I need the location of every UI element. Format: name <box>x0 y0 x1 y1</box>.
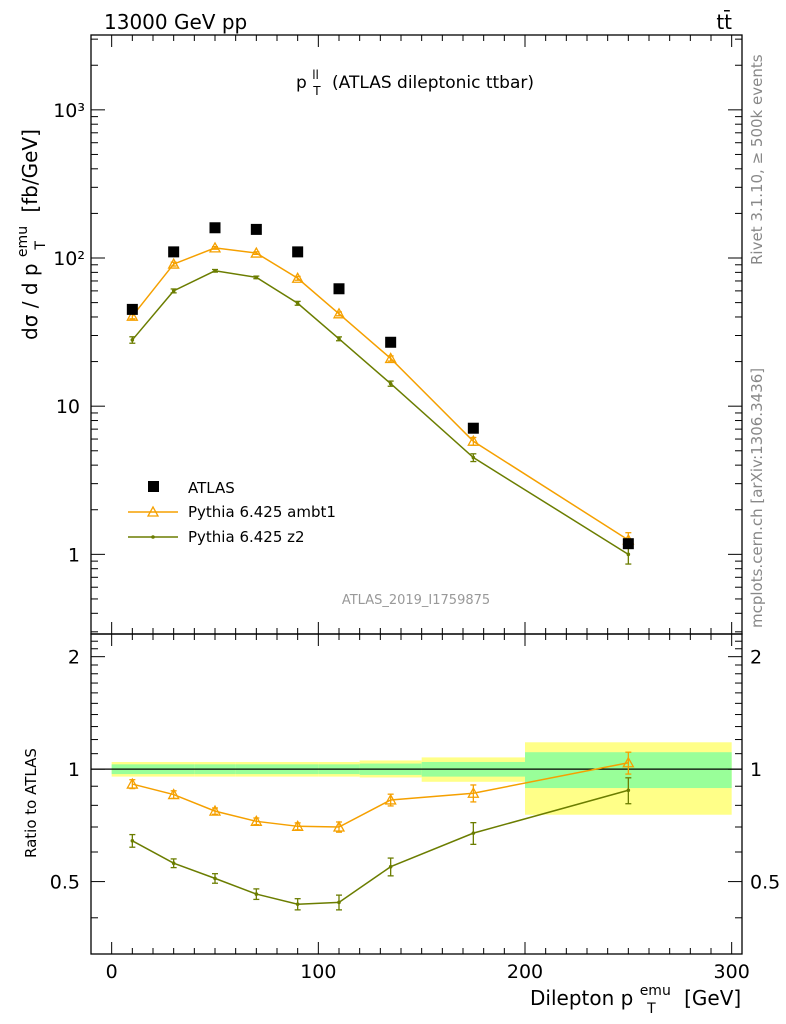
series-atlas-point <box>168 246 180 258</box>
legend-z2-label: Pythia 6.425 z2 <box>188 528 305 546</box>
series-ambt1-point <box>467 434 480 446</box>
legend-ambt1-label: Pythia 6.425 ambt1 <box>188 503 336 521</box>
ratio-z2-point <box>471 831 476 835</box>
plot-title-sup: ll <box>312 68 319 82</box>
series-z2-point <box>130 338 135 342</box>
series-z2-point <box>213 268 217 273</box>
series-ambt1-point <box>167 257 180 269</box>
y-tick-label-main: 10 <box>56 396 80 418</box>
ratio-ambt1-point <box>126 777 139 789</box>
series-ambt1-point <box>384 352 397 364</box>
series-z2-point <box>295 301 300 306</box>
header-right: tt̄ <box>716 9 732 34</box>
x-tick-label: 300 <box>714 961 750 983</box>
series-atlas-point <box>333 283 345 295</box>
legend: ATLAS Pythia 6.425 ambt1 Pythia 6.425 z2 <box>128 479 336 546</box>
legend-atlas-marker <box>148 481 159 492</box>
ratio-z2-point <box>130 838 135 843</box>
ratio-ambt1-point <box>622 756 635 768</box>
x-tick-label: 100 <box>300 961 336 983</box>
ratio-z2-point <box>171 861 176 866</box>
mcplots-label: mcplots.cern.ch [arXiv:1306.3436] <box>748 368 766 628</box>
series-z2-point <box>171 289 176 293</box>
ratio-z2-point <box>254 892 259 896</box>
plot-title: p ll T (ATLAS dileptonic ttbar) <box>296 64 534 100</box>
series-z2-point <box>388 381 393 386</box>
ratio-ambt1-point <box>332 820 346 832</box>
plot-title-main: p <box>296 73 307 93</box>
legend-ambt1-marker <box>146 505 160 517</box>
ratio-ambt1-point <box>384 793 397 805</box>
main-plot-panel: 10³ 10² 10 1 <box>53 34 743 635</box>
ratio-plot-panel: 0 100 200 300 2 2 1 1 0.5 0.5 <box>50 622 780 983</box>
legend-z2-marker <box>151 535 155 539</box>
x-axis-label-sub: T <box>646 1001 656 1017</box>
legend-atlas-label: ATLAS <box>188 479 235 497</box>
rivet-label: Rivet 3.1.10, ≥ 500k events <box>748 54 766 265</box>
x-tick-label: 0 <box>106 961 118 983</box>
series-atlas-point <box>622 538 634 550</box>
svg-text:dσ / d p emu T: dσ / d p emu T [fb/GeV] <box>8 129 50 340</box>
ratio-z2-point <box>295 902 300 906</box>
series-z2-point <box>471 455 476 460</box>
ratio-z2-point <box>213 876 217 881</box>
series-atlas-point <box>292 246 304 258</box>
series-ambt1-point <box>250 246 263 258</box>
y-axis-label-main-unit: [fb/GeV] <box>18 129 42 213</box>
ratio-z2-point <box>626 788 631 793</box>
ratio-z2-point <box>388 864 393 869</box>
series-atlas-point <box>385 336 397 348</box>
series-ambt1-point <box>332 307 346 319</box>
x-axis-label-prefix: Dilepton p <box>530 986 633 1010</box>
series-z2-point <box>626 552 631 557</box>
x-axis-label: Dilepton p emu T [GeV] <box>530 976 741 1018</box>
watermark: ATLAS_2019_I1759875 <box>342 593 490 608</box>
series-z2-point <box>337 336 341 341</box>
svg-text:p ll T (ATLA: p ll T (ATLAS dileptonic ttbar) <box>296 64 534 100</box>
y-axis-label-ratio: Ratio to ATLAS <box>22 748 40 858</box>
ratio-ambt1-point <box>250 814 263 826</box>
y-tick-label-ratio-left: 1 <box>68 759 80 781</box>
y-axis-label-main-sup: emu <box>15 226 31 257</box>
ratio-ambt1-point <box>167 788 180 800</box>
y-tick-label-ratio-right: 2 <box>750 647 762 669</box>
series-ambt1-point <box>126 309 139 321</box>
y-axis-label-main-d: dσ / d p <box>18 263 42 340</box>
ratio-ambt1-point <box>467 786 480 798</box>
plot-title-rest: (ATLAS dileptonic ttbar) <box>332 73 534 93</box>
y-tick-label-ratio-right: 0.5 <box>750 872 780 894</box>
series-atlas-point <box>126 303 138 315</box>
series-atlas-point <box>467 422 479 434</box>
x-axis-label-sup: emu <box>640 983 671 999</box>
series-atlas-point <box>209 222 221 234</box>
ratio-ambt1-point <box>208 804 222 816</box>
series-ambt1-point <box>291 271 304 283</box>
ratio-ambt1-point <box>291 819 304 831</box>
svg-text:Dilepton p emu T: Dilepton p emu T [GeV] <box>530 976 741 1018</box>
ratio-frame <box>90 633 743 955</box>
series-z2-point <box>254 275 259 280</box>
y-tick-label-main: 10² <box>53 248 85 270</box>
y-tick-label-main: 10³ <box>53 100 85 122</box>
x-tick-label: 200 <box>507 961 543 983</box>
ratio-z2-point <box>337 900 341 905</box>
x-axis-label-unit: [GeV] <box>684 986 741 1010</box>
y-tick-label-ratio-left: 0.5 <box>50 872 80 894</box>
plot-title-sub: T <box>312 84 321 98</box>
series-atlas-point <box>250 223 262 235</box>
header-left: 13000 GeV pp <box>104 10 247 34</box>
y-axis-label-main: dσ / d p emu T [fb/GeV] <box>8 129 50 340</box>
y-tick-label-ratio-right: 1 <box>750 759 762 781</box>
y-tick-label-ratio-left: 2 <box>68 647 80 669</box>
y-tick-label-main: 1 <box>68 544 80 566</box>
series-ambt1-point <box>208 241 222 253</box>
y-axis-label-main-sub: T <box>33 241 49 251</box>
